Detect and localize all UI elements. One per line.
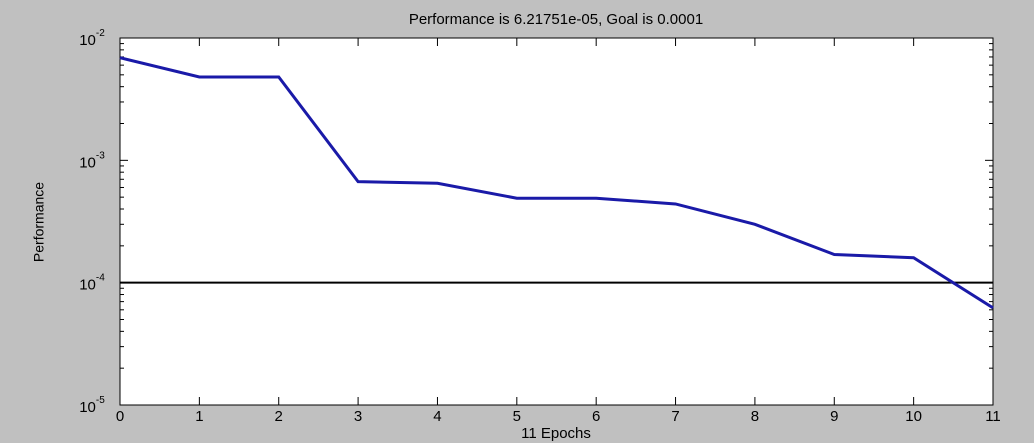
x-tick-label: 3 <box>354 408 362 425</box>
y-tick-exponent: -3 <box>96 150 105 161</box>
chart-title: Performance is 6.21751e-05, Goal is 0.00… <box>409 11 703 28</box>
x-tick-label: 6 <box>592 408 600 425</box>
y-tick-base: 10 <box>79 154 96 171</box>
x-tick-label: 2 <box>275 408 283 425</box>
y-tick-label: 10-5 <box>79 395 105 416</box>
y-tick-label: 10-4 <box>79 272 105 293</box>
x-tick-label: 7 <box>671 408 679 425</box>
x-tick-label: 5 <box>513 408 521 425</box>
x-tick-label: 0 <box>116 408 124 425</box>
x-tick-label: 10 <box>905 408 922 425</box>
y-tick-exponent: -4 <box>96 272 105 283</box>
x-axis-label: 11 Epochs <box>521 425 591 442</box>
y-tick-label: 10-2 <box>79 28 105 49</box>
x-tick-label: 9 <box>830 408 838 425</box>
y-tick-exponent: -2 <box>96 28 105 39</box>
y-tick-base: 10 <box>79 399 96 416</box>
x-tick-label: 11 <box>985 408 1001 425</box>
x-tick-label: 4 <box>433 408 441 425</box>
y-tick-base: 10 <box>79 32 96 49</box>
y-tick-label: 10-3 <box>79 150 105 171</box>
plot-area <box>119 37 994 406</box>
performance-line <box>119 56 994 310</box>
x-tick-label: 1 <box>195 408 203 425</box>
x-tick-label: 8 <box>751 408 759 425</box>
y-tick-base: 10 <box>79 277 96 294</box>
y-axis-label: Performance <box>31 182 47 262</box>
y-tick-exponent: -5 <box>96 395 105 406</box>
